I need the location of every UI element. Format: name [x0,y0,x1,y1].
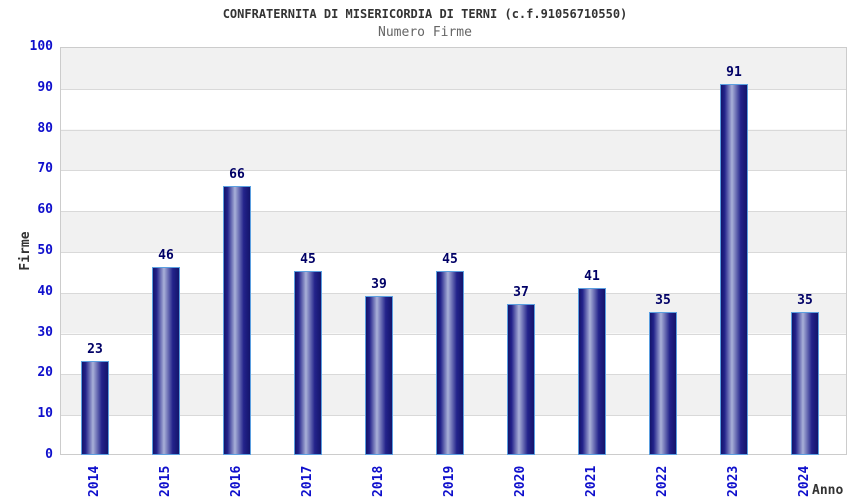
x-axis-label: Anno [812,483,844,498]
bar [294,271,322,455]
bar-value-label: 23 [87,342,103,357]
y-tick-label: 80 [37,121,53,136]
grid-line [61,211,846,212]
bar-value-label: 46 [158,248,174,263]
grid-line [61,130,846,131]
x-tick-label: 2016 [229,465,244,497]
x-tick-label: 2023 [726,465,741,497]
bar [507,304,535,455]
y-tick-label: 30 [37,325,53,340]
y-tick-label: 0 [45,447,53,462]
x-tick-label: 2021 [584,465,599,497]
y-tick-label: 60 [37,202,53,217]
y-tick-label: 10 [37,406,53,421]
bar-value-label: 45 [300,252,316,267]
x-tick-label: 2020 [513,465,528,497]
bar-value-label: 39 [371,277,387,292]
y-tick-label: 50 [37,243,53,258]
bar [223,186,251,455]
x-tick-label: 2015 [158,465,173,497]
x-tick-label: 2017 [300,465,315,497]
bar-value-label: 66 [229,167,245,182]
x-tick-label: 2019 [442,465,457,497]
x-tick-label: 2022 [655,465,670,497]
bar [152,267,180,455]
y-tick-label: 90 [37,80,53,95]
y-tick-label: 20 [37,365,53,380]
bar-value-label: 37 [513,285,529,300]
bar [365,296,393,455]
y-tick-label: 100 [29,39,53,54]
grid-line [61,252,846,253]
bar [720,84,748,455]
bar-value-label: 35 [797,293,813,308]
bar [791,312,819,455]
bar [649,312,677,455]
bar-value-label: 41 [584,269,600,284]
y-tick-label: 40 [37,284,53,299]
bar-value-label: 35 [655,293,671,308]
x-tick-label: 2018 [371,465,386,497]
grid-line [61,170,846,171]
bar-value-label: 91 [726,65,742,80]
x-tick-label: 2014 [87,465,102,497]
chart-subtitle: Numero Firme [378,25,472,40]
y-tick-label: 70 [37,161,53,176]
chart-title: CONFRATERNITA DI MISERICORDIA DI TERNI (… [222,7,628,21]
bar [436,271,464,455]
bar [578,288,606,455]
grid-line [61,89,846,90]
x-tick-label: 2024 [797,465,812,497]
bar-value-label: 45 [442,252,458,267]
bar [81,361,109,455]
